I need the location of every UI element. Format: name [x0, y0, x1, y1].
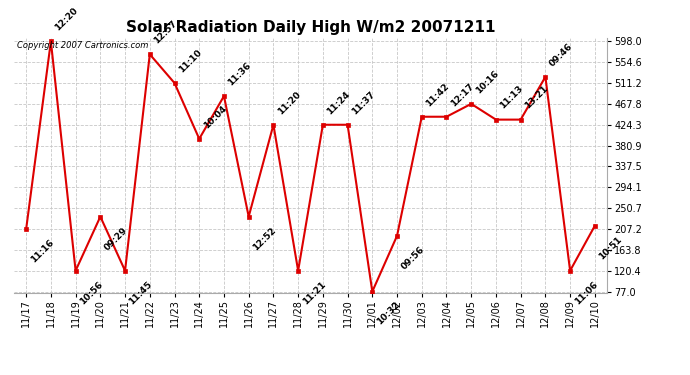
Text: 10:32: 10:32 [375, 300, 402, 327]
Text: 10:56: 10:56 [78, 279, 105, 306]
Text: 10:04: 10:04 [201, 104, 228, 130]
Text: 11:24: 11:24 [326, 89, 352, 116]
Text: 09:46: 09:46 [548, 41, 575, 68]
Text: 11:06: 11:06 [573, 279, 599, 306]
Text: 11:20: 11:20 [276, 90, 302, 116]
Text: 11:16: 11:16 [29, 238, 55, 264]
Title: Solar Radiation Daily High W/m2 20071211: Solar Radiation Daily High W/m2 20071211 [126, 20, 495, 35]
Text: 10:51: 10:51 [598, 234, 624, 261]
Text: 09:29: 09:29 [103, 225, 130, 252]
Text: 11:37: 11:37 [350, 89, 377, 116]
Text: Copyright 2007 Cartronics.com: Copyright 2007 Cartronics.com [17, 41, 148, 50]
Text: 11:36: 11:36 [226, 61, 253, 87]
Text: 12:52: 12:52 [251, 225, 278, 252]
Text: 11:42: 11:42 [424, 81, 451, 108]
Text: 13:21: 13:21 [523, 84, 550, 111]
Text: 10:16: 10:16 [474, 69, 500, 95]
Text: 11:13: 11:13 [498, 84, 525, 111]
Text: 12:57: 12:57 [152, 19, 179, 45]
Text: 12:20: 12:20 [53, 6, 80, 33]
Text: 11:21: 11:21 [301, 279, 327, 306]
Text: 12:17: 12:17 [449, 81, 475, 108]
Text: 11:45: 11:45 [128, 279, 155, 306]
Text: 11:10: 11:10 [177, 48, 204, 74]
Text: 09:56: 09:56 [400, 244, 426, 271]
